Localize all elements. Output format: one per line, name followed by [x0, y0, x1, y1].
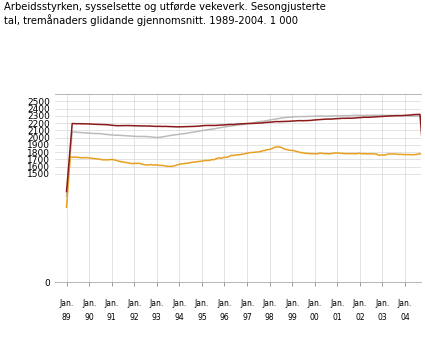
- Text: Jan.: Jan.: [308, 299, 322, 308]
- Text: 00: 00: [310, 313, 320, 322]
- Text: 89: 89: [62, 313, 71, 322]
- Text: 92: 92: [129, 313, 139, 322]
- Text: Jan.: Jan.: [195, 299, 209, 308]
- Text: Jan.: Jan.: [150, 299, 164, 308]
- Text: Jan.: Jan.: [330, 299, 344, 308]
- Text: 04: 04: [400, 313, 410, 322]
- Text: 02: 02: [355, 313, 365, 322]
- Text: 90: 90: [84, 313, 94, 322]
- Text: Jan.: Jan.: [285, 299, 299, 308]
- Text: Jan.: Jan.: [60, 299, 74, 308]
- Text: Jan.: Jan.: [127, 299, 142, 308]
- Text: 93: 93: [152, 313, 162, 322]
- Text: 99: 99: [287, 313, 297, 322]
- Text: Jan.: Jan.: [353, 299, 367, 308]
- Text: 97: 97: [242, 313, 252, 322]
- Text: 91: 91: [107, 313, 116, 322]
- Text: Jan.: Jan.: [398, 299, 412, 308]
- Text: 94: 94: [175, 313, 184, 322]
- Text: Jan.: Jan.: [82, 299, 96, 308]
- Text: 96: 96: [220, 313, 230, 322]
- Text: Jan.: Jan.: [375, 299, 390, 308]
- Text: Jan.: Jan.: [172, 299, 187, 308]
- Text: Jan.: Jan.: [105, 299, 119, 308]
- Text: Jan.: Jan.: [217, 299, 232, 308]
- Text: 03: 03: [377, 313, 387, 322]
- Text: Jan.: Jan.: [240, 299, 254, 308]
- Legend: Arbeidsstyrken, Sysselsette, Utførde vekeverk: Arbeidsstyrken, Sysselsette, Utførde vek…: [93, 359, 383, 362]
- Text: 95: 95: [197, 313, 207, 322]
- Text: Jan.: Jan.: [263, 299, 277, 308]
- Text: 98: 98: [265, 313, 275, 322]
- Text: Arbeidsstyrken, sysselsette og utførde vekeverk. Sesongjusterte
tal, tremånaders: Arbeidsstyrken, sysselsette og utførde v…: [4, 2, 326, 26]
- Text: 01: 01: [332, 313, 342, 322]
